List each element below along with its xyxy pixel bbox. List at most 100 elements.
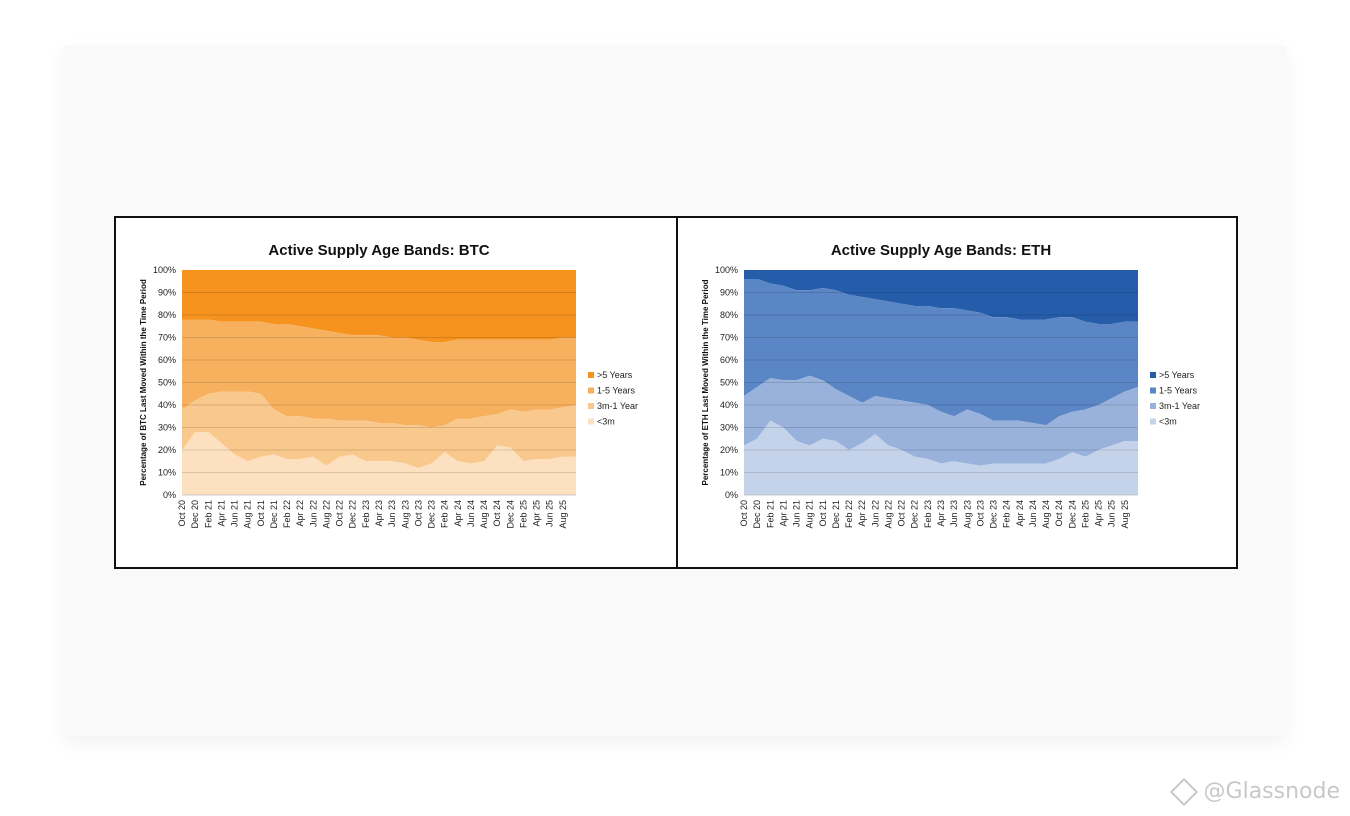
btc-area-3m (182, 432, 576, 495)
btc-x-tick-label: Oct 20 (177, 500, 187, 527)
btc-x-tick-label: Aug 22 (321, 500, 331, 529)
btc-x-tick-label: Oct 24 (492, 500, 502, 527)
eth-y-tick-label: 50% (720, 378, 738, 388)
watermark: @Glassnode (1169, 777, 1340, 806)
btc-y-tick-label: 40% (158, 400, 176, 410)
btc-y-tick-label: 60% (158, 355, 176, 365)
btc-legend-label: 1-5 Years (597, 386, 636, 396)
btc-x-tick-label: Dec 20 (190, 500, 200, 529)
eth-x-tick-label: Oct 23 (975, 500, 985, 527)
eth-x-tick-label: Aug 25 (1120, 500, 1130, 529)
btc-x-tick-label: Feb 25 (518, 500, 528, 528)
eth-x-tick-label: Jun 24 (1028, 500, 1038, 527)
eth-x-tick-label: Feb 21 (765, 500, 775, 528)
eth-x-tick-label: Dec 23 (989, 500, 999, 529)
eth-area-3m (744, 420, 1138, 495)
btc-x-tick-label: Apr 21 (216, 500, 226, 527)
btc-x-tick-label: Aug 23 (400, 500, 410, 529)
watermark-handle: @Glassnode (1203, 779, 1340, 804)
btc-x-tick-label: Aug 25 (558, 500, 568, 529)
btc-x-tick-label: Oct 21 (256, 500, 266, 527)
eth-x-tick-label: Jun 25 (1107, 500, 1117, 527)
btc-x-tick-label: Feb 23 (361, 500, 371, 528)
eth-y-tick-label: 70% (720, 333, 738, 343)
eth-x-tick-label: Feb 22 (844, 500, 854, 528)
btc-x-tick-label: Dec 24 (505, 500, 515, 529)
btc-x-tick-label: Dec 21 (269, 500, 279, 529)
eth-legend-swatch (1150, 418, 1156, 425)
btc-legend-swatch (588, 403, 594, 409)
eth-x-tick-label: Oct 21 (818, 500, 828, 527)
eth-legend-swatch (1150, 372, 1156, 378)
eth-x-tick-label: Oct 24 (1054, 500, 1064, 527)
eth-x-tick-label: Aug 23 (962, 500, 972, 529)
btc-area-1-5-years (182, 319, 576, 428)
eth-x-tick-label: Feb 24 (1002, 500, 1012, 528)
eth-x-tick-label: Apr 25 (1094, 500, 1104, 527)
btc-legend-swatch (588, 387, 594, 394)
eth-area-3m-1-year (744, 375, 1138, 466)
eth-legend-label: <3m (1159, 417, 1177, 427)
eth-chart: Active Supply Age Bands: ETH 0% 10% 20% 30% 4… (701, 242, 1200, 529)
btc-x-tick-label: Apr 25 (532, 500, 542, 527)
eth-legend-label: >5 Years (1159, 370, 1195, 380)
eth-x-tick-label: Aug 24 (1041, 500, 1051, 529)
btc-y-tick-label: 70% (158, 333, 176, 343)
btc-chart-title: Active Supply Age Bands: BTC (268, 242, 489, 259)
btc-x-tick-label: Oct 23 (413, 500, 423, 527)
btc-legend-label: 3m-1 Year (597, 401, 638, 411)
btc-x-tick-label: Feb 22 (282, 500, 292, 528)
btc-x-tick-label: Apr 23 (374, 500, 384, 527)
eth-x-tick-label: Oct 20 (739, 500, 749, 527)
panel-divider (676, 218, 678, 567)
eth-x-tick-label: Feb 23 (923, 500, 933, 528)
eth-x-tick-label: Oct 22 (897, 500, 907, 527)
btc-area-3m-1-year (182, 391, 576, 468)
eth-x-tick-label: Aug 22 (883, 500, 893, 529)
btc-legend-swatch (588, 372, 594, 378)
btc-legend-swatch (588, 418, 594, 425)
eth-x-tick-label: Apr 24 (1015, 500, 1025, 527)
eth-x-tick-label: Apr 21 (778, 500, 788, 527)
btc-x-tick-label: Apr 22 (295, 500, 305, 527)
eth-area-5-years (744, 270, 1138, 324)
btc-y-tick-label: 10% (158, 468, 176, 478)
eth-x-tick-label: Jun 22 (870, 500, 880, 527)
eth-area-1-5-years (744, 279, 1138, 426)
btc-y-tick-label: 50% (158, 378, 176, 388)
eth-legend-swatch (1150, 387, 1156, 394)
eth-y-tick-label: 60% (720, 355, 738, 365)
btc-x-tick-label: Jun 25 (545, 500, 555, 527)
btc-x-tick-label: Apr 24 (453, 500, 463, 527)
eth-y-tick-label: 90% (720, 288, 738, 298)
eth-chart-panel: Active Supply Age Bands: ETH 0% 10% 20% 30% 4… (678, 218, 1238, 567)
eth-y-tick-label: 80% (720, 310, 738, 320)
eth-legend-swatch (1150, 403, 1156, 409)
eth-x-tick-label: Jun 23 (949, 500, 959, 527)
eth-x-tick-label: Dec 20 (752, 500, 762, 529)
btc-y-tick-label: 90% (158, 288, 176, 298)
btc-x-tick-label: Dec 22 (348, 500, 358, 529)
eth-y-axis-label: Percentage of ETH Last Moved Within the … (701, 279, 710, 485)
btc-y-tick-label: 30% (158, 423, 176, 433)
eth-y-tick-label: 100% (715, 265, 738, 275)
eth-x-tick-label: Apr 23 (936, 500, 946, 527)
btc-chart-panel: Active Supply Age Bands: BTC 0% 10% 20% 30% 4… (116, 218, 676, 567)
eth-x-tick-label: Feb 25 (1080, 500, 1090, 528)
eth-y-tick-label: 10% (720, 468, 738, 478)
eth-x-tick-label: Jun 21 (792, 500, 802, 527)
btc-chart: Active Supply Age Bands: BTC 0% 10% 20% 30% 4… (139, 242, 638, 529)
eth-x-tick-label: Dec 21 (831, 500, 841, 529)
eth-x-tick-label: Dec 22 (910, 500, 920, 529)
btc-x-tick-label: Jun 21 (230, 500, 240, 527)
btc-x-tick-label: Aug 24 (479, 500, 489, 529)
eth-x-tick-label: Aug 21 (805, 500, 815, 529)
eth-y-tick-label: 40% (720, 400, 738, 410)
eth-legend-label: 1-5 Years (1159, 386, 1198, 396)
btc-y-axis-label: Percentage of BTC Last Moved Within the … (139, 279, 148, 486)
eth-y-tick-label: 0% (725, 490, 738, 500)
btc-x-tick-label: Feb 24 (440, 500, 450, 528)
btc-legend-label: <3m (597, 417, 615, 427)
btc-y-tick-label: 80% (158, 310, 176, 320)
btc-x-tick-label: Jun 22 (308, 500, 318, 527)
